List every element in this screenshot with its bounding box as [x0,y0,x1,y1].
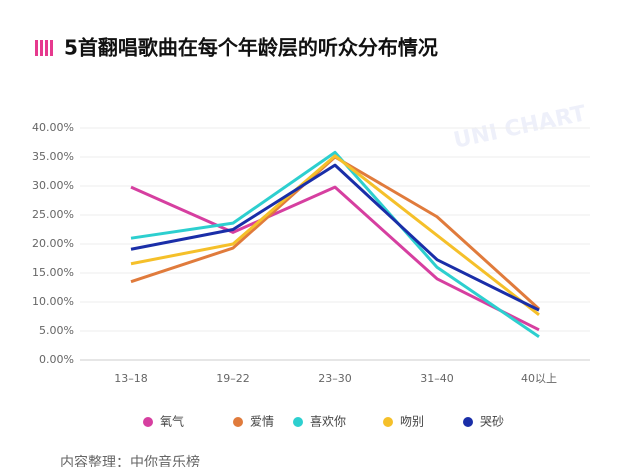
legend-label: 吻别 [400,415,424,429]
x-tick-label: 23–30 [318,372,352,385]
y-tick-label: 15.00% [32,266,74,279]
legend-swatch [293,417,303,427]
x-tick-label: 31–40 [420,372,454,385]
legend-swatch [463,417,473,427]
source-note: 内容整理：中你音乐榜 [60,454,200,467]
legend-swatch [233,417,243,427]
y-tick-label: 25.00% [32,208,74,221]
series-line [130,150,540,339]
y-tick-label: 40.00% [32,121,74,134]
y-tick-label: 5.00% [39,324,74,337]
series-line [130,185,540,332]
legend-label: 喜欢你 [310,414,346,429]
chart-title: 5首翻唱歌曲在每个年龄层的听众分布情况 [64,36,438,60]
y-tick-label: 35.00% [32,150,74,163]
series-line [130,154,540,316]
legend-swatch [143,417,153,427]
legend-swatch [383,417,393,427]
legend-label: 爱情 [250,415,274,429]
y-tick-label: 20.00% [32,237,74,250]
legend-label: 哭砂 [480,415,504,429]
y-tick-label: 30.00% [32,179,74,192]
legend-label: 氧气 [160,414,184,429]
x-tick-label: 19–22 [216,372,250,385]
title-icon [35,40,53,56]
series-line [130,163,540,312]
x-tick-label: 13–18 [114,372,148,385]
x-tick-label: 40以上 [521,372,557,385]
y-tick-label: 10.00% [32,295,74,308]
y-tick-label: 0.00% [39,353,74,366]
